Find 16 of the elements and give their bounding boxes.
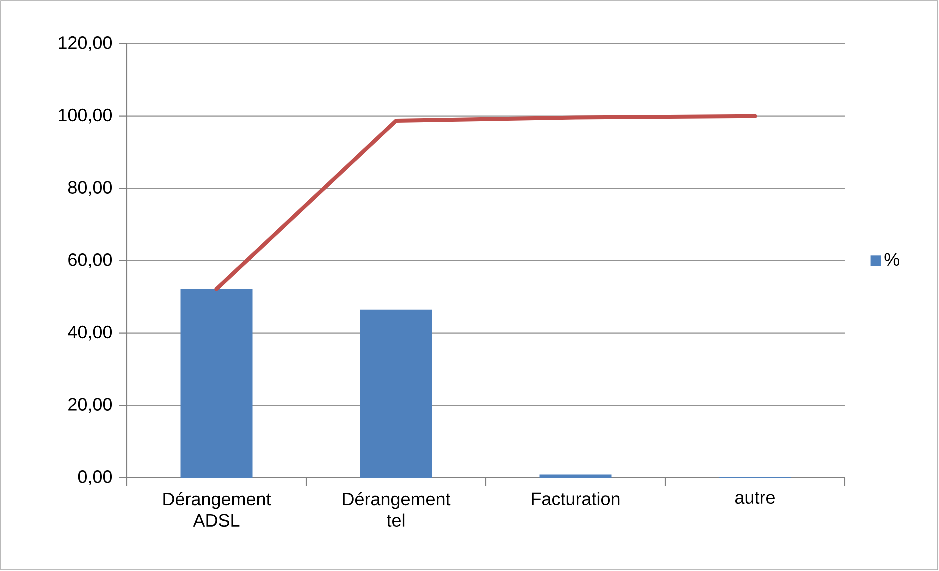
bar xyxy=(180,289,253,478)
y-tick-label: 20,00 xyxy=(68,398,112,414)
y-tick-label: 40,00 xyxy=(68,326,112,341)
x-tick-label: Facturation xyxy=(532,492,620,506)
bar xyxy=(360,310,432,478)
line-series xyxy=(214,114,758,292)
x-tick-label: Dérangement tel xyxy=(343,492,451,528)
y-tick-label: 60,00 xyxy=(68,254,112,268)
y-tick-label: 80,00 xyxy=(68,181,112,196)
bar xyxy=(540,474,612,478)
x-tick-label: Dérangement ADSL xyxy=(164,492,272,528)
legend-label: % xyxy=(884,253,900,266)
x-tick-label: autre xyxy=(736,492,775,504)
y-tick-label: 120,00 xyxy=(59,36,112,52)
y-tick-label: 0,00 xyxy=(78,470,112,486)
y-tick-label: 100,00 xyxy=(59,108,112,124)
